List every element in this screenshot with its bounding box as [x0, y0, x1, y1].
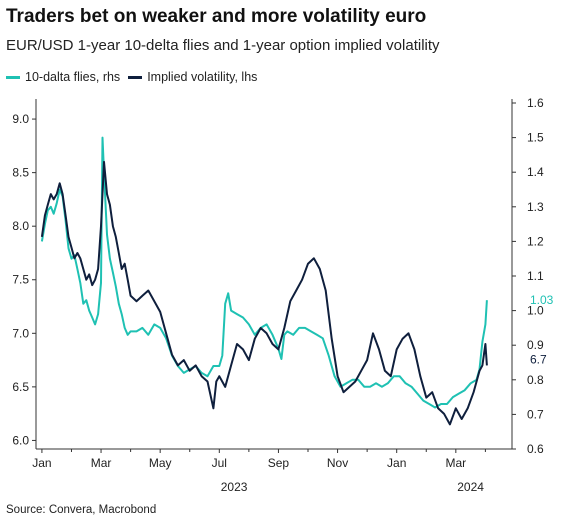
right-tick-label: 1.4: [527, 165, 544, 179]
right-tick-label: 1.3: [527, 200, 544, 214]
x-year-label: 2023: [221, 480, 248, 494]
end-label-vol: 6.7: [530, 352, 547, 366]
axes: 6.0 6.5 7.0 7.5 8.0 8.5 9.0 0.6 0.7 0.8 0.9 1.0 1.1 1…: [12, 96, 544, 494]
right-tick-label: 1.5: [527, 131, 544, 145]
x-tick-label: Jul: [212, 456, 227, 470]
series-lines: [40, 136, 488, 426]
left-tick-label: 6.0: [12, 433, 29, 447]
x-tick-label: May: [149, 456, 172, 470]
left-tick-label: 7.0: [12, 326, 29, 340]
end-label-flies: 1.03: [530, 293, 554, 307]
right-tick-label: 0.6: [527, 442, 544, 456]
legend-swatch-flies: [6, 75, 20, 79]
x-tick-label: Mar: [91, 456, 112, 470]
chart-title: Traders bet on weaker and more volatilit…: [6, 6, 427, 27]
right-tick-label: 1.0: [527, 304, 544, 318]
legend-label-vol: Implied volatility, lhs: [147, 70, 258, 84]
right-tick-label: 1.6: [527, 96, 544, 110]
legend-item-flies: 10-dalta flies, rhs: [6, 70, 120, 84]
right-tick-label: 0.9: [527, 338, 544, 352]
end-labels: 1.03 6.7: [530, 293, 554, 366]
legend: 10-dalta flies, rhs Implied volatility, …: [6, 70, 265, 84]
legend-item-vol: Implied volatility, lhs: [128, 70, 257, 84]
left-tick-label: 8.5: [12, 166, 29, 180]
left-tick-label: 9.0: [12, 112, 29, 126]
x-tick-label: Nov: [327, 456, 348, 470]
right-tick-label: 1.1: [527, 269, 544, 283]
right-tick-label: 0.8: [527, 373, 544, 387]
left-tick-label: 6.5: [12, 380, 29, 394]
x-tick-label: Jan: [32, 456, 51, 470]
x-tick-label: Mar: [445, 456, 466, 470]
series-line-flies: [40, 136, 488, 409]
left-tick-label: 8.0: [12, 219, 29, 233]
legend-swatch-vol: [128, 75, 143, 79]
source-note: Source: Convera, Macrobond: [6, 504, 157, 516]
right-tick-label: 1.2: [527, 234, 544, 248]
chart-subtitle: EUR/USD 1-year 10-delta flies and 1-year…: [6, 37, 440, 54]
left-tick-label: 7.5: [12, 273, 29, 287]
series-line-implied-vol: [40, 160, 488, 426]
legend-label-flies: 10-dalta flies, rhs: [25, 70, 121, 84]
right-tick-label: 0.7: [527, 407, 544, 421]
x-year-label: 2024: [457, 480, 484, 494]
x-tick-label: Jan: [387, 456, 406, 470]
x-tick-label: Sep: [268, 456, 290, 470]
